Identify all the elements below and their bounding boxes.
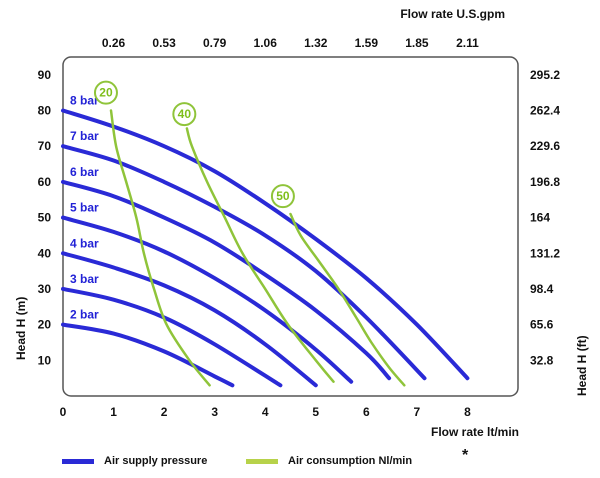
right-tick-label: 98.4 (530, 282, 554, 296)
top-tick-label: 2.11 (456, 36, 479, 50)
y-tick-label: 80 (38, 104, 52, 118)
x-tick-label: 8 (464, 405, 471, 419)
right-tick-label: 65.6 (530, 318, 554, 332)
pressure-label: 2 bar (70, 308, 99, 322)
pressure-label: 3 bar (70, 272, 99, 286)
legend-label-pressure: Air supply pressure (104, 455, 208, 467)
y-tick-label: 90 (38, 68, 52, 82)
right-tick-label: 32.8 (530, 353, 554, 367)
y-tick-label: 20 (38, 318, 52, 332)
legend-item-pressure: Air supply pressure (62, 455, 207, 467)
air-label-circle (172, 102, 197, 127)
legend-item-air: Air consumption Nl/min (246, 455, 412, 467)
y-tick-label: 50 (38, 211, 52, 225)
x-tick-label: 6 (363, 405, 370, 419)
air-curve-20 (109, 109, 211, 387)
y-axis-title: Head H (m) (14, 297, 28, 360)
y2-axis-title: Head H (ft) (575, 335, 589, 396)
air-label: 40 (178, 107, 192, 121)
x-tick-label: 7 (414, 405, 421, 419)
x-tick-label: 5 (312, 405, 319, 419)
air-curve-50 (289, 212, 406, 387)
pressure-label: 7 bar (70, 129, 99, 143)
top-tick-label: 1.85 (405, 36, 429, 50)
right-tick-label: 131.2 (530, 246, 560, 260)
x-tick-label: 2 (161, 405, 168, 419)
top-tick-label: 0.26 (102, 36, 126, 50)
air-consumption-curves: 20 40 50 (93, 80, 406, 387)
air-label: 50 (276, 189, 290, 203)
right-tick-label: 262.4 (530, 104, 560, 118)
plot-frame (62, 56, 519, 397)
top-tick-label: 0.79 (203, 36, 227, 50)
legend-swatch-air (246, 458, 278, 464)
air-label: 20 (99, 86, 113, 100)
top-tick-label: 0.53 (152, 36, 176, 50)
plot-border (62, 56, 519, 397)
x-axis-title: Flow rate lt/min (431, 425, 519, 439)
pressure-curve-5-bar (61, 215, 354, 384)
pressure-label: 8 bar (70, 94, 99, 108)
top-tick-label: 1.59 (355, 36, 379, 50)
pressure-label: 6 bar (70, 165, 99, 179)
pressure-label: 4 bar (70, 236, 99, 250)
y-tick-label: 60 (38, 175, 52, 189)
tick-labels: 0 1 2 3 4 5 6 7 8 10 20 30 40 50 60 70 80 90 0.26 0.53 0.79 1… (38, 36, 561, 419)
top-tick-label: 1.32 (304, 36, 328, 50)
right-tick-label: 196.8 (530, 175, 560, 189)
x-tick-label: 0 (60, 405, 67, 419)
right-tick-label: 229.6 (530, 139, 560, 153)
pressure-curve-2-bar (61, 322, 235, 388)
top-tick-label: 1.06 (254, 36, 278, 50)
air-curve-40 (185, 127, 335, 383)
legend-label-air: Air consumption Nl/min (288, 455, 413, 467)
pressure-curve-6-bar (61, 179, 392, 381)
y-tick-label: 30 (38, 282, 52, 296)
x-tick-label: 3 (211, 405, 218, 419)
footnote-mark: * (462, 447, 469, 464)
pressure-curve-8-bar (61, 108, 470, 381)
air-label-circle (270, 184, 295, 209)
y-tick-label: 70 (38, 139, 52, 153)
x-tick-label: 4 (262, 405, 269, 419)
top-axis-title: Flow rate U.S.gpm (400, 7, 505, 21)
legend-swatch-pressure (62, 458, 94, 464)
air-label-circle (93, 80, 118, 105)
pressure-label: 5 bar (70, 201, 99, 215)
x-tick-label: 1 (110, 405, 117, 419)
right-tick-label: 164 (530, 211, 550, 225)
right-tick-label: 295.2 (530, 68, 560, 82)
y-tick-label: 40 (38, 246, 52, 260)
pressure-curve-4-bar (61, 251, 318, 388)
y-tick-label: 10 (38, 353, 52, 367)
